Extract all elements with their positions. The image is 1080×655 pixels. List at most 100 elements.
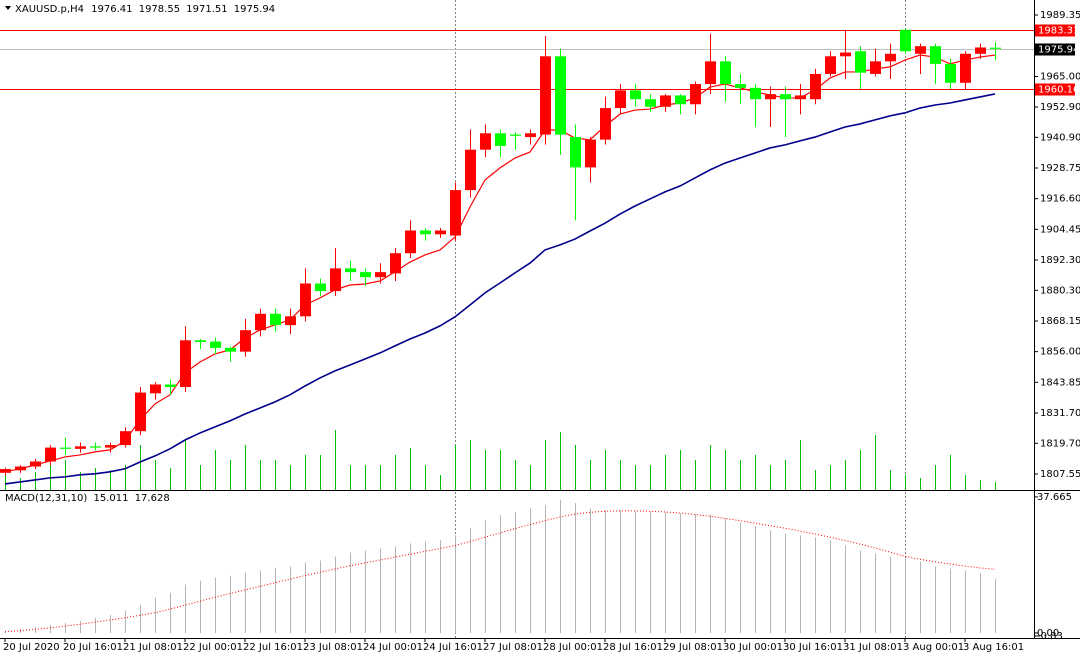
x-tick-label: 31 Jul 08:01 — [843, 642, 903, 653]
x-tick-label: 28 Jul 16:01 — [603, 642, 663, 653]
y-tick-label: 1952.90 — [1040, 102, 1080, 113]
candle-body — [825, 56, 836, 74]
candle-body — [720, 61, 731, 85]
level-tag — [1035, 24, 1075, 37]
y-tick-label: 1928.75 — [1040, 163, 1080, 174]
moving-average — [4, 54, 996, 473]
candle-body — [285, 316, 296, 326]
y-tick-label: 1892.30 — [1040, 255, 1080, 266]
candle-body — [30, 461, 41, 467]
y-tick-label: 37.665 — [1037, 492, 1072, 503]
candle-body — [75, 446, 86, 449]
x-tick-label: 29 Jul 08:01 — [663, 642, 723, 653]
y-tick-label: -0.83 — [1037, 631, 1063, 642]
signal-value: 17.628 — [135, 493, 170, 504]
candle-body — [390, 253, 401, 274]
macd-signal — [4, 510, 996, 633]
candle-body — [90, 446, 101, 448]
candle-body — [420, 230, 431, 235]
x-tick-label: 3 Aug 00:01 — [903, 642, 964, 653]
candle-body — [600, 108, 611, 140]
candle-body — [45, 447, 56, 462]
candle-body — [570, 137, 581, 168]
candle-body — [840, 52, 851, 57]
candle-body — [150, 384, 161, 394]
y-tick-label: 1880.30 — [1040, 285, 1080, 296]
candle-body — [630, 90, 641, 100]
candle-body — [135, 392, 146, 432]
candle-body — [210, 341, 221, 348]
candle-body — [900, 29, 911, 52]
candle-body — [225, 347, 236, 352]
candle-body — [180, 340, 191, 388]
candle-body — [495, 133, 506, 146]
x-tick-label: 23 Jul 08:01 — [303, 642, 363, 653]
candle-body — [615, 90, 626, 109]
y-tick-label: 1831.70 — [1040, 408, 1080, 419]
candle-body — [375, 272, 386, 278]
candle-body — [855, 51, 866, 73]
y-tick-label: 1807.55 — [1040, 469, 1080, 480]
candle-body — [345, 268, 356, 273]
candle-body — [735, 84, 746, 88]
candle-body — [960, 53, 971, 83]
candle-body — [195, 340, 206, 343]
candle-body — [510, 134, 521, 136]
y-tick-label: 1843.85 — [1040, 377, 1080, 388]
candle-body — [255, 313, 266, 331]
x-tick-label: 24 Jul 00:01 — [363, 642, 423, 653]
y-tick-label: 1965.00 — [1040, 71, 1080, 82]
candle-body — [645, 99, 656, 107]
x-tick-label: 20 Jul 16:01 — [63, 642, 123, 653]
candle-body — [660, 95, 671, 107]
candle-body — [705, 61, 716, 85]
x-tick-label: 30 Jul 00:01 — [723, 642, 783, 653]
candle-body — [975, 47, 986, 54]
x-tick-label: 22 Jul 16:01 — [243, 642, 303, 653]
y-tick-label: 1904.45 — [1040, 224, 1080, 235]
candle-body — [165, 384, 176, 388]
candle-body — [930, 46, 941, 64]
candle-body — [870, 61, 881, 74]
x-tick-label: 27 Jul 08:01 — [483, 642, 543, 653]
candle-body — [810, 73, 821, 100]
candle-body — [60, 447, 71, 449]
y-tick-label: 1916.60 — [1040, 194, 1080, 205]
x-tick-label: 30 Jul 16:01 — [783, 642, 843, 653]
candle-body — [465, 149, 476, 191]
candle-body — [675, 95, 686, 105]
symbol: XAUUSD.p,H4 — [15, 4, 84, 15]
high-value: 1978.55 — [139, 4, 180, 15]
level-label: 1960.16 — [1038, 85, 1079, 96]
candle-body — [480, 133, 491, 150]
candle-body — [360, 272, 371, 278]
candle-body — [15, 466, 26, 471]
candle-body — [105, 445, 116, 448]
open-value: 1976.41 — [91, 4, 132, 15]
y-tick-label: 1819.70 — [1040, 438, 1080, 449]
x-tick-label: 21 Jul 08:01 — [123, 642, 183, 653]
candle-body — [330, 268, 341, 292]
low-value: 1971.51 — [186, 4, 227, 15]
y-tick-label: 1856.00 — [1040, 347, 1080, 358]
level-label: 1983.31 — [1038, 26, 1079, 37]
candle-body — [405, 230, 416, 254]
candle-body — [240, 330, 251, 352]
macd-header: MACD(12,31,10) 15.011 17.628 — [5, 493, 170, 504]
x-tick-label: 3 Aug 16:01 — [963, 642, 1024, 653]
candle-body — [750, 87, 761, 100]
close-value: 1975.94 — [234, 4, 275, 15]
candle-body — [915, 46, 926, 54]
candle-body — [585, 139, 596, 168]
candle-body — [300, 283, 311, 317]
price-label: 1975.94 — [1038, 45, 1079, 56]
x-tick-label: 20 Jul 2020 — [3, 642, 60, 653]
macd-title: MACD(12,31,10) — [5, 493, 87, 504]
candle-body — [270, 313, 281, 326]
candle-body — [780, 94, 791, 100]
candle-body — [690, 84, 701, 105]
y-tick-label: 1989.35 — [1040, 10, 1080, 21]
y-tick-label: 1868.15 — [1040, 316, 1080, 327]
